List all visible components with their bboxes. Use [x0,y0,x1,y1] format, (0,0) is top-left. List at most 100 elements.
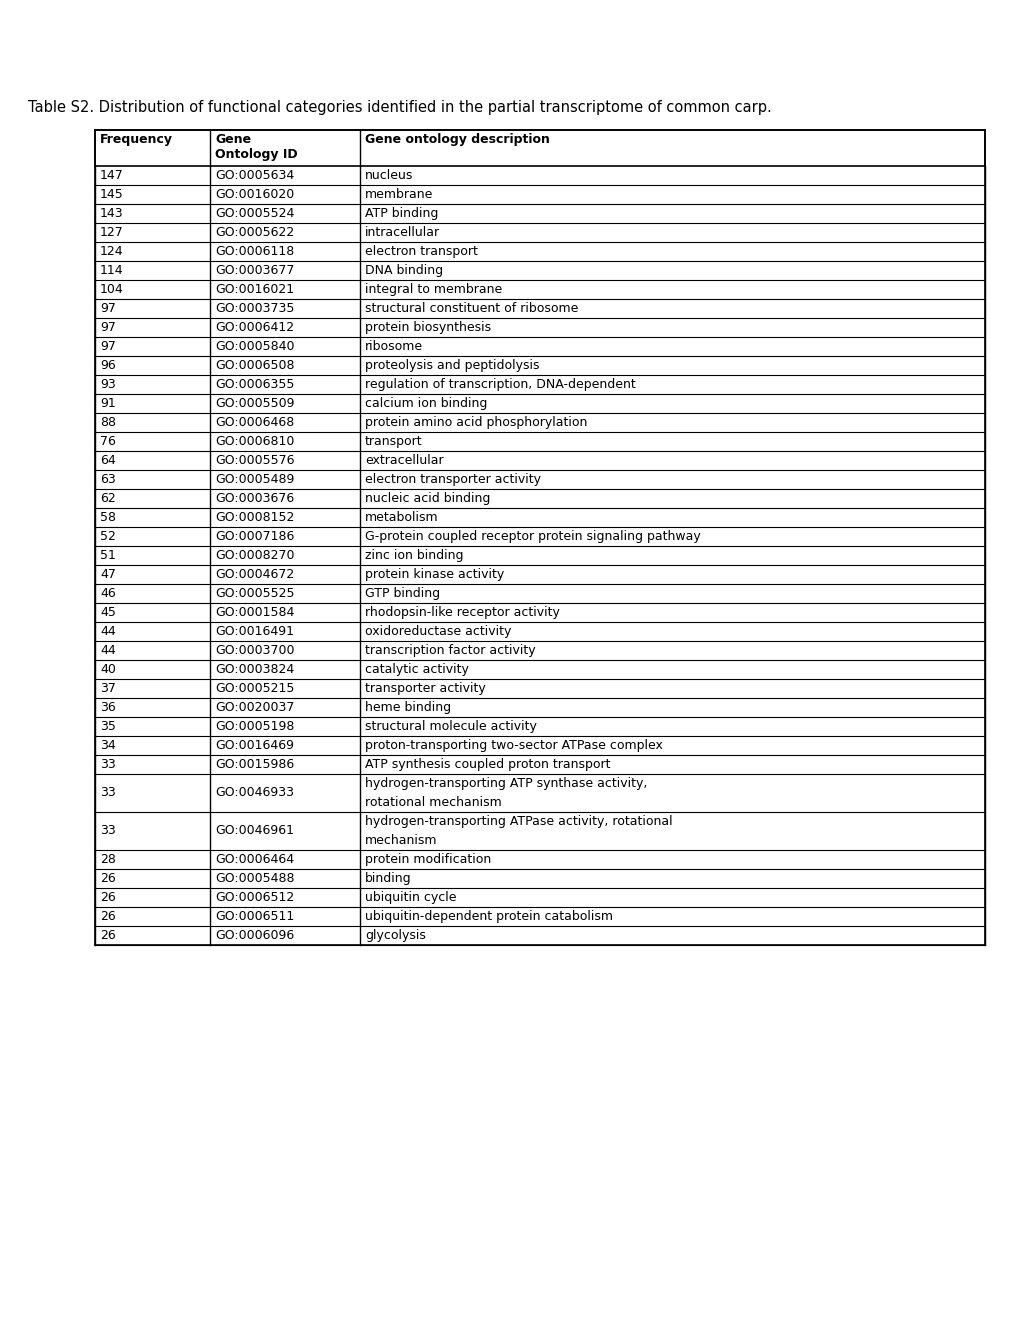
Bar [95,565,984,583]
Text: ATP synthesis coupled proton transport: ATP synthesis coupled proton transport [365,758,610,771]
Bar [95,812,984,850]
Text: Gene ontology description: Gene ontology description [365,133,549,147]
Text: transporter activity: transporter activity [365,682,485,696]
Text: GO:0003677: GO:0003677 [215,264,294,277]
Text: calcium ion binding: calcium ion binding [365,397,487,411]
Bar [95,356,984,375]
Text: GO:0008152: GO:0008152 [215,511,294,524]
Bar [95,583,984,603]
Text: GO:0005622: GO:0005622 [215,226,293,239]
Text: transcription factor activity: transcription factor activity [365,644,535,657]
Bar [95,850,984,869]
Text: 37: 37 [100,682,116,696]
Bar [95,508,984,527]
Text: 93: 93 [100,378,115,391]
Text: GO:0005840: GO:0005840 [215,341,294,352]
Bar [95,717,984,737]
Text: 143: 143 [100,207,123,220]
Text: GO:0006810: GO:0006810 [215,436,294,447]
Bar [95,451,984,470]
Text: 28: 28 [100,853,116,866]
Text: GO:0016020: GO:0016020 [215,187,293,201]
Bar [95,337,984,356]
Text: 63: 63 [100,473,115,486]
Bar [95,660,984,678]
Text: GO:0005198: GO:0005198 [215,719,294,733]
Bar [95,261,984,280]
Text: G-protein coupled receptor protein signaling pathway: G-protein coupled receptor protein signa… [365,531,700,543]
Text: 36: 36 [100,701,115,714]
Text: rotational mechanism: rotational mechanism [365,796,501,809]
Text: oxidoreductase activity: oxidoreductase activity [365,624,511,638]
Text: GO:0003824: GO:0003824 [215,663,293,676]
Bar [95,470,984,488]
Text: GO:0046933: GO:0046933 [215,787,293,800]
Text: heme binding: heme binding [365,701,450,714]
Text: GO:0046961: GO:0046961 [215,825,293,837]
Text: Table S2. Distribution of functional categories identified in the partial transc: Table S2. Distribution of functional cat… [28,100,771,115]
Text: 44: 44 [100,644,115,657]
Text: GO:0003735: GO:0003735 [215,302,294,315]
Text: ubiquitin-dependent protein catabolism: ubiquitin-dependent protein catabolism [365,909,612,923]
Text: 62: 62 [100,492,115,506]
Bar [95,774,984,812]
Bar [95,413,984,432]
Text: GO:0016021: GO:0016021 [215,282,293,296]
Text: 114: 114 [100,264,123,277]
Text: GO:0015986: GO:0015986 [215,758,293,771]
Text: hydrogen-transporting ATPase activity, rotational: hydrogen-transporting ATPase activity, r… [365,814,672,828]
Text: GO:0005509: GO:0005509 [215,397,294,411]
Bar [95,907,984,927]
Text: 34: 34 [100,739,115,752]
Text: GO:0003700: GO:0003700 [215,644,294,657]
Text: GTP binding: GTP binding [365,587,439,601]
Bar [95,375,984,393]
Text: structural constituent of ribosome: structural constituent of ribosome [365,302,578,315]
Text: GO:0005215: GO:0005215 [215,682,294,696]
Text: nucleic acid binding: nucleic acid binding [365,492,490,506]
Text: protein biosynthesis: protein biosynthesis [365,321,490,334]
Text: 26: 26 [100,909,115,923]
Text: GO:0006468: GO:0006468 [215,416,293,429]
Text: GO:0016469: GO:0016469 [215,739,293,752]
Text: 88: 88 [100,416,116,429]
Bar [95,546,984,565]
Text: GO:0006412: GO:0006412 [215,321,293,334]
Text: catalytic activity: catalytic activity [365,663,469,676]
Text: nucleus: nucleus [365,169,413,182]
Text: regulation of transcription, DNA-dependent: regulation of transcription, DNA-depende… [365,378,635,391]
Text: Gene
Ontology ID: Gene Ontology ID [215,133,298,161]
Bar [95,185,984,205]
Text: GO:0006096: GO:0006096 [215,929,293,942]
Text: GO:0005489: GO:0005489 [215,473,294,486]
Text: metabolism: metabolism [365,511,438,524]
Bar [95,737,984,755]
Bar [95,622,984,642]
Bar [95,603,984,622]
Bar [95,927,984,945]
Text: GO:0005488: GO:0005488 [215,873,294,884]
Text: GO:0001584: GO:0001584 [215,606,294,619]
Text: 47: 47 [100,568,116,581]
Text: 33: 33 [100,825,115,837]
Text: 127: 127 [100,226,123,239]
Text: 46: 46 [100,587,115,601]
Text: zinc ion binding: zinc ion binding [365,549,463,562]
Text: Frequency: Frequency [100,133,173,147]
Text: GO:0003676: GO:0003676 [215,492,293,506]
Text: rhodopsin-like receptor activity: rhodopsin-like receptor activity [365,606,559,619]
Text: 26: 26 [100,929,115,942]
Bar [95,698,984,717]
Text: protein kinase activity: protein kinase activity [365,568,503,581]
Text: GO:0008270: GO:0008270 [215,549,294,562]
Text: GO:0016491: GO:0016491 [215,624,293,638]
Bar [95,642,984,660]
Bar [95,300,984,318]
Bar [95,223,984,242]
Text: GO:0006511: GO:0006511 [215,909,293,923]
Text: 33: 33 [100,787,115,800]
Text: GO:0006464: GO:0006464 [215,853,293,866]
Bar [95,242,984,261]
Text: 104: 104 [100,282,123,296]
Text: GO:0004672: GO:0004672 [215,568,293,581]
